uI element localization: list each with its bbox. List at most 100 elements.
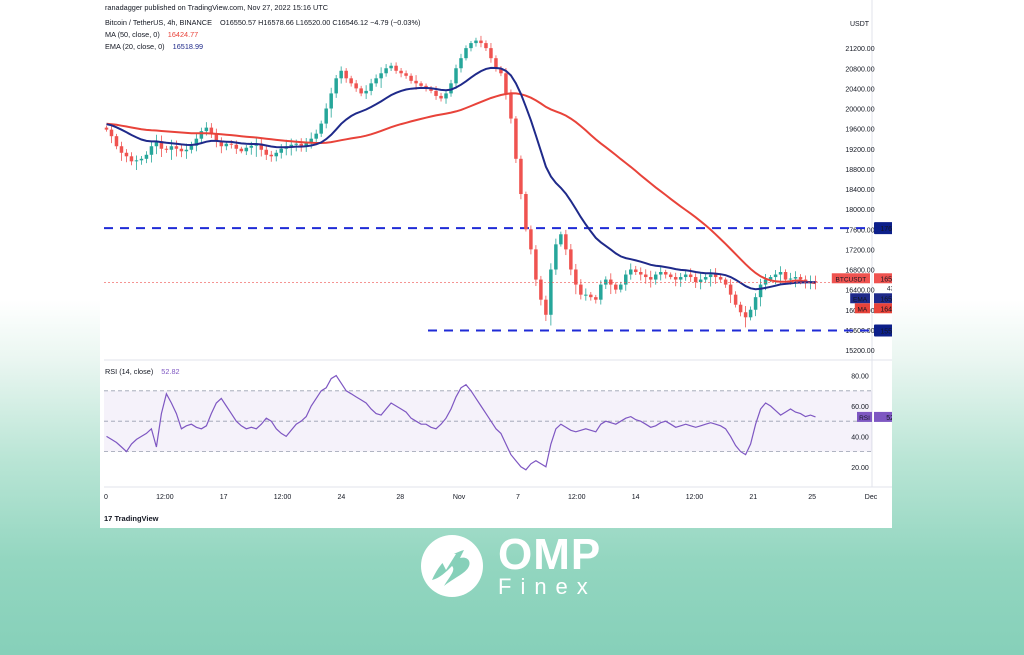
candle-body [708,274,713,278]
candle-body [154,141,159,147]
candle-body [319,123,323,134]
candle-body [464,48,468,59]
candle-body [658,272,663,275]
candle-body [164,148,169,150]
candle-body [783,272,788,280]
candle-body [693,277,698,283]
omp-finex-logo: OMP Finex [420,530,610,602]
rsi-legend-label: RSI (14, close) [105,367,154,376]
rsi-tick-label: 60.00 [851,404,869,411]
candle-body [419,83,423,86]
price-tick-label: 20000.00 [845,107,874,114]
candle-body [169,146,174,150]
candle-body [768,277,773,280]
candle-body [668,274,673,278]
candle-body [159,141,164,149]
candle-body [743,312,748,318]
candle-body [619,284,623,290]
candle-body [109,129,114,137]
candle-body [124,152,129,157]
candle-body [514,118,518,159]
level-price-label: 17622.00 [880,226,892,233]
candle-body [554,244,558,270]
candle-body [294,143,298,145]
symbol-line: Bitcoin / TetherUS, 4h, BINANCE O16550.5… [105,18,420,27]
candle-body [314,133,318,139]
rsi-tick-label: 20.00 [851,465,869,472]
candle-body [219,141,224,147]
series-price-tag [874,273,892,284]
candle-body [678,277,683,280]
candle-body [539,279,543,300]
time-tick-label: 12:00 [274,494,292,501]
candle-body [793,277,798,279]
candle-body [439,95,443,99]
ohlc-values: O16550.57 H16578.66 L16520.00 C16546.12 … [219,18,421,27]
candle-body [653,274,658,280]
candle-body [334,78,338,94]
omp-logo-mark-icon [421,535,483,597]
price-tick-label: 16400.00 [845,288,874,295]
series-price-label: 16424.77 [880,306,892,313]
candle-body [414,80,418,84]
ema-legend-label: EMA (20, close, 0) [105,42,165,51]
candle-body [409,75,413,81]
candle-body [249,145,254,148]
candle-body [534,249,538,280]
candle-body [564,234,568,250]
candle-body [449,83,453,94]
price-tick-label: 16800.00 [845,268,874,275]
ma-legend-label: MA (50, close, 0) [105,30,160,39]
candle-body [339,70,343,79]
candle-body [404,73,408,76]
publisher-line: ranadagger published on TradingView.com,… [105,3,328,12]
candle-body [119,146,124,153]
candle-body [384,68,388,74]
candle-body [609,279,613,285]
level-price-tag [874,324,892,337]
candle-body [489,48,493,59]
candle-body [209,127,214,134]
candle-body [204,127,209,132]
logo-name: OMP [498,530,602,579]
candle-body [479,40,483,44]
candle-body [269,154,274,157]
candle-body [509,93,513,119]
candle-body [643,274,648,278]
candle-body [499,68,503,74]
rsi-value-tag [874,411,892,422]
candle-body [594,297,598,300]
logo-sub: Finex [498,574,597,599]
candle-body [569,249,573,270]
countdown-label: 43:07 [887,285,892,292]
candle-body [728,284,733,295]
candle-body [114,136,119,147]
candle-body [149,146,154,155]
price-tick-label: 19200.00 [845,147,874,154]
candle-body [134,160,139,162]
candle-body [184,149,189,152]
rsi-line [106,374,816,471]
price-tick-label: 17200.00 [845,247,874,254]
candle-body [359,88,363,94]
candle-body [374,78,378,84]
series-price-label: 16518.99 [880,296,892,303]
candle-body [399,70,403,74]
rsi-legend-value: 52.82 [161,367,180,376]
candle-body [589,294,593,298]
chart-canvas: 21200.00 20800.00 20400.00 20000.00 19600.00… [104,0,892,501]
candle-body [299,143,303,146]
candle-body [379,73,383,79]
candle-body [494,58,498,69]
candle-body [129,156,134,162]
candle-body [748,309,753,318]
ema-20-line [106,66,816,291]
candle-body [304,142,308,146]
candle-body [444,93,448,99]
time-tick-label: 0 [104,494,108,501]
rsi-tick-label: 40.00 [851,434,869,441]
time-tick-label: 12:00 [156,494,174,501]
candle-body [599,284,603,300]
y-axis-unit: USDT [850,21,870,28]
candle-body [624,274,628,285]
